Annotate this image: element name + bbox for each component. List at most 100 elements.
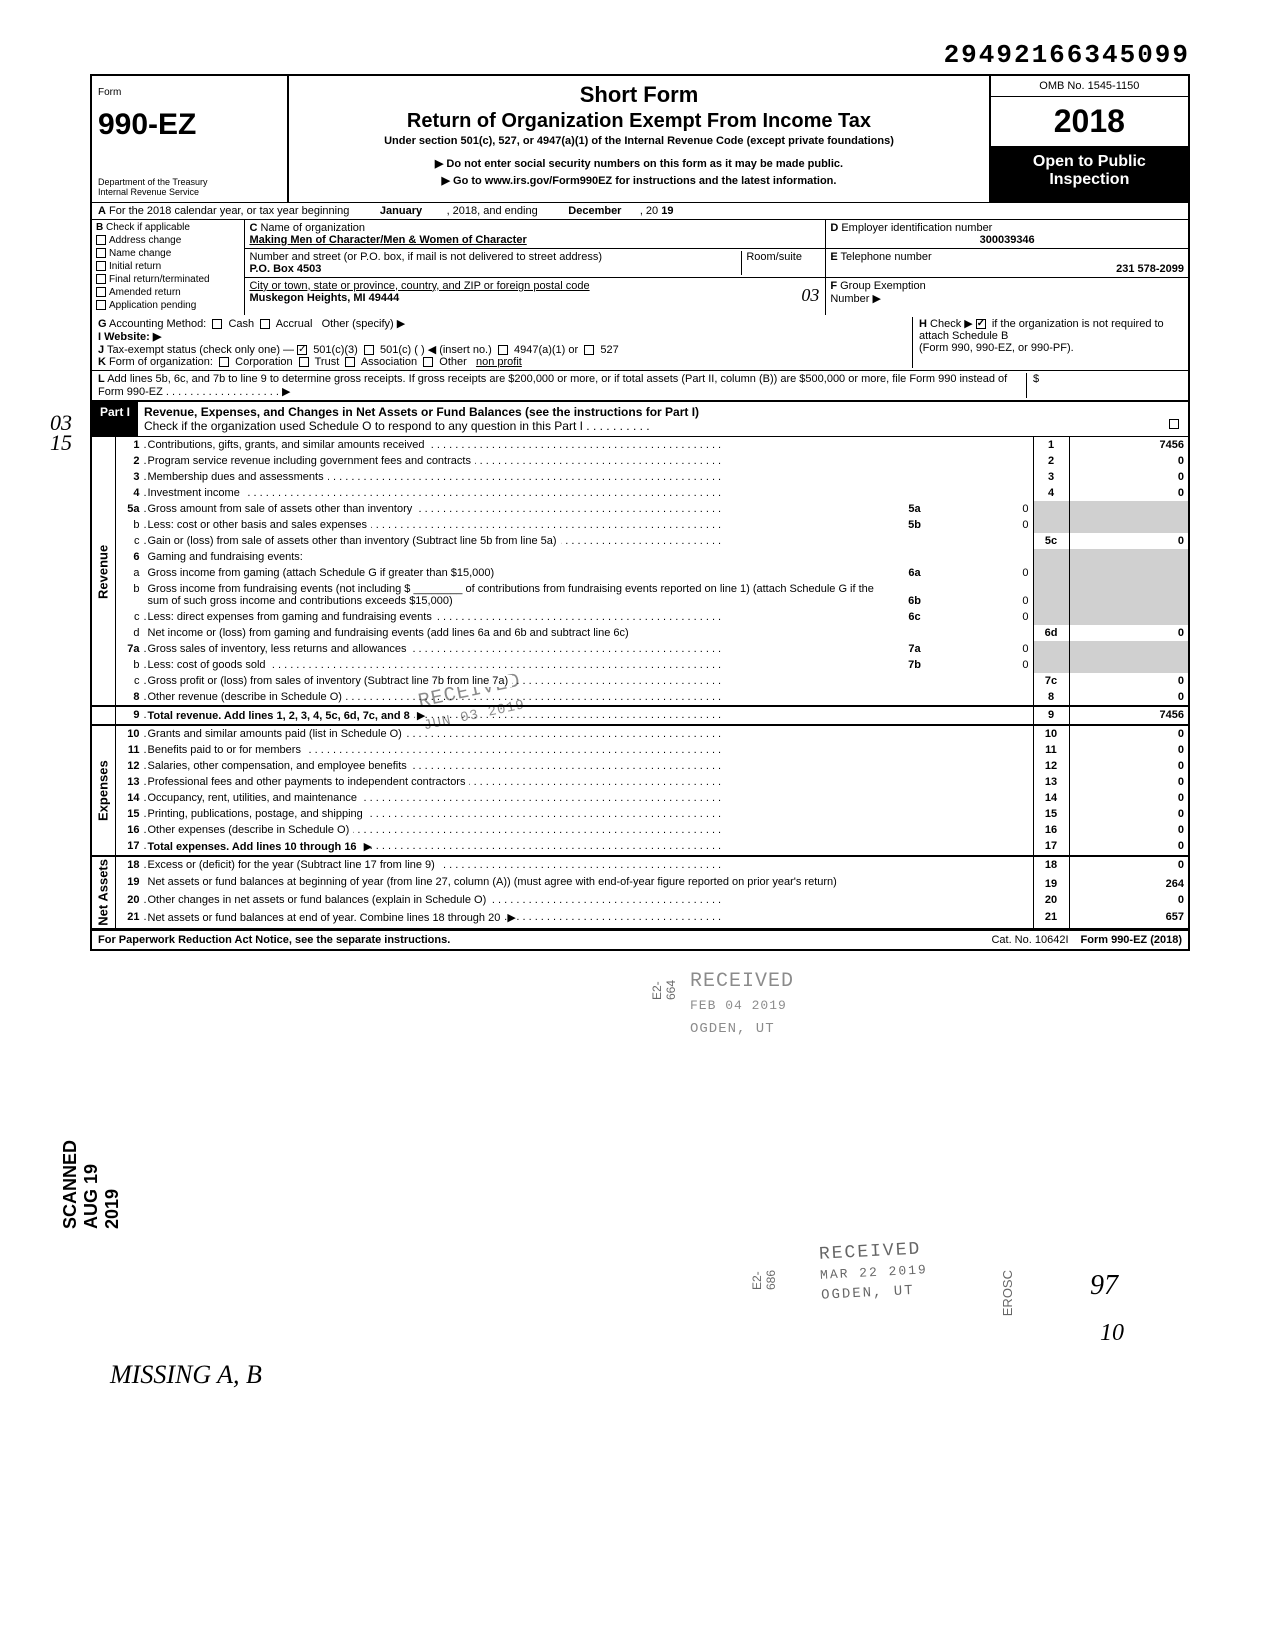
form-prefix: Form	[98, 87, 121, 98]
g-opt-other[interactable]: Other (specify) ▶	[322, 318, 406, 330]
ln-9-val: 7456	[1069, 706, 1189, 725]
ln-5c-desc: Gain or (loss) from sale of assets other…	[148, 535, 561, 547]
ln-10-num: 10	[116, 725, 144, 742]
k-opt-3[interactable]: Other	[439, 356, 467, 368]
ln-5b-shade	[1033, 517, 1069, 533]
ln-7b-ival: 0	[933, 657, 1033, 673]
title-main: Return of Organization Exempt From Incom…	[299, 110, 978, 133]
b-item-3[interactable]: Final return/terminated	[96, 274, 240, 285]
b-item-5[interactable]: Application pending	[96, 300, 240, 311]
ln-6b-ival: 0	[933, 581, 1033, 609]
footer-left: For Paperwork Reduction Act Notice, see …	[92, 931, 985, 949]
treasury-dept: Department of the Treasury Internal Reve…	[98, 178, 281, 198]
ln-19-val: 264	[1069, 874, 1189, 891]
org-name: Making Men of Character/Men & Women of C…	[249, 234, 526, 246]
ln-17-box: 17	[1033, 838, 1069, 856]
ln-7c-desc: Gross profit or (loss) from sales of inv…	[148, 675, 513, 687]
row-a-tail: , 20	[640, 205, 658, 217]
header-center: Short Form Return of Organization Exempt…	[289, 76, 990, 202]
c-name-caption: Name of organization	[260, 222, 365, 234]
ln-6-shade-v	[1069, 549, 1189, 565]
g-opt-accrual[interactable]: Accrual	[276, 318, 313, 330]
b-item-3-label: Final return/terminated	[109, 274, 210, 285]
tax-year: 2018	[991, 97, 1188, 147]
g-opt-cash[interactable]: Cash	[228, 318, 254, 330]
ln-7b-desc: Less: cost of goods sold	[148, 659, 270, 671]
ln-5b-desc: Less: cost or other basis and sales expe…	[148, 519, 372, 531]
ln-6c-ibox: 6c	[897, 609, 933, 625]
ln-6-shade	[1033, 549, 1069, 565]
ln-12-box: 12	[1033, 758, 1069, 774]
footer-form-id: Form 990-EZ (2018)	[1075, 931, 1188, 949]
part1-check-line: Check if the organization used Schedule …	[144, 419, 650, 433]
room-suite: Room/suite	[741, 251, 821, 275]
label-k: K	[98, 356, 106, 368]
ln-13-desc: Professional fees and other payments to …	[148, 776, 470, 788]
ln-18-box: 18	[1033, 856, 1069, 874]
label-e: E	[830, 251, 837, 263]
ln-5a-shade-v	[1069, 501, 1189, 517]
ln-5a-desc: Gross amount from sale of assets other t…	[148, 503, 417, 515]
ln-6b-shade-v	[1069, 581, 1189, 609]
b-item-4[interactable]: Amended return	[96, 287, 240, 298]
j-501c3-check[interactable]	[297, 345, 307, 355]
instruct-1: Do not enter social security numbers on …	[299, 157, 978, 170]
ln-20-val: 0	[1069, 892, 1189, 909]
ln-4-box: 4	[1033, 485, 1069, 501]
ln-4-num: 4	[116, 485, 144, 501]
ln-19-desc: Net assets or fund balances at beginning…	[148, 876, 837, 888]
side-expenses: Expenses	[91, 725, 116, 856]
k-caption: Form of organization:	[109, 356, 213, 368]
ln-7b-shade-v	[1069, 657, 1189, 673]
ln-5a-shade	[1033, 501, 1069, 517]
label-g: G	[98, 318, 107, 330]
scanned-stamp: SCANNED AUG 19 2019	[60, 1140, 123, 1229]
received-stamp-2: RECEIVED FEB 04 2019 OGDEN, UT	[690, 970, 794, 1039]
b-item-0-label: Address change	[109, 235, 181, 246]
ln-9-num: 9	[116, 706, 144, 725]
room-caption: Room/suite	[746, 251, 802, 263]
ln-1-desc: Contributions, gifts, grants, and simila…	[148, 439, 429, 451]
k-opt-2[interactable]: Association	[361, 356, 417, 368]
label-f: F	[830, 280, 837, 292]
street-val: P.O. Box 4503	[249, 263, 321, 275]
b-item-1[interactable]: Name change	[96, 248, 240, 259]
row-a-begin: January	[380, 205, 422, 217]
ln-18-desc: Excess or (deficit) for the year (Subtra…	[148, 859, 439, 871]
ln-7a-num: 7a	[116, 641, 144, 657]
b-item-2[interactable]: Initial return	[96, 261, 240, 272]
row-a-tax-year: A For the 2018 calendar year, or tax yea…	[90, 202, 1190, 220]
k-opt-0[interactable]: Corporation	[235, 356, 292, 368]
ln-20-num: 20	[116, 892, 144, 909]
ln-6d-box: 6d	[1033, 625, 1069, 641]
b-item-2-label: Initial return	[109, 261, 161, 272]
j-opt-0: 501(c)(3)	[313, 344, 358, 356]
ln-5a-ival: 0	[933, 501, 1033, 517]
open-public-2: Inspection	[995, 171, 1184, 189]
part1-title: Revenue, Expenses, and Changes in Net As…	[138, 402, 1188, 436]
ln-21-box: 21	[1033, 909, 1069, 929]
k-opt-1[interactable]: Trust	[315, 356, 340, 368]
ln-15-box: 15	[1033, 806, 1069, 822]
ln-8-box: 8	[1033, 689, 1069, 706]
stamp3-text: RECEIVED	[819, 1240, 922, 1265]
ln-17-num: 17	[116, 838, 144, 856]
h-check[interactable]	[976, 319, 986, 329]
ln-6d-desc: Net income or (loss) from gaming and fun…	[148, 627, 629, 639]
part1-header-row: Part I Revenue, Expenses, and Changes in…	[90, 401, 1190, 437]
h-text1: Check ▶	[930, 318, 973, 330]
ln-7a-desc: Gross sales of inventory, less returns a…	[148, 643, 411, 655]
l-amount: $	[1026, 373, 1182, 398]
ln-5b-ival: 0	[933, 517, 1033, 533]
l-dollar: $	[1033, 373, 1039, 385]
part1-schedo-check[interactable]	[1169, 419, 1179, 429]
ln-7a-ibox: 7a	[897, 641, 933, 657]
form-header: Form 990-EZ Department of the Treasury I…	[90, 74, 1190, 202]
ln-1-box: 1	[1033, 437, 1069, 453]
ln-11-box: 11	[1033, 742, 1069, 758]
ln-4-desc: Investment income	[148, 487, 244, 499]
b-item-0[interactable]: Address change	[96, 235, 240, 246]
col-b: B Check if applicable Address change Nam…	[92, 220, 245, 315]
ln-7a-shade-v	[1069, 641, 1189, 657]
row-a-text: For the 2018 calendar year, or tax year …	[109, 205, 349, 217]
